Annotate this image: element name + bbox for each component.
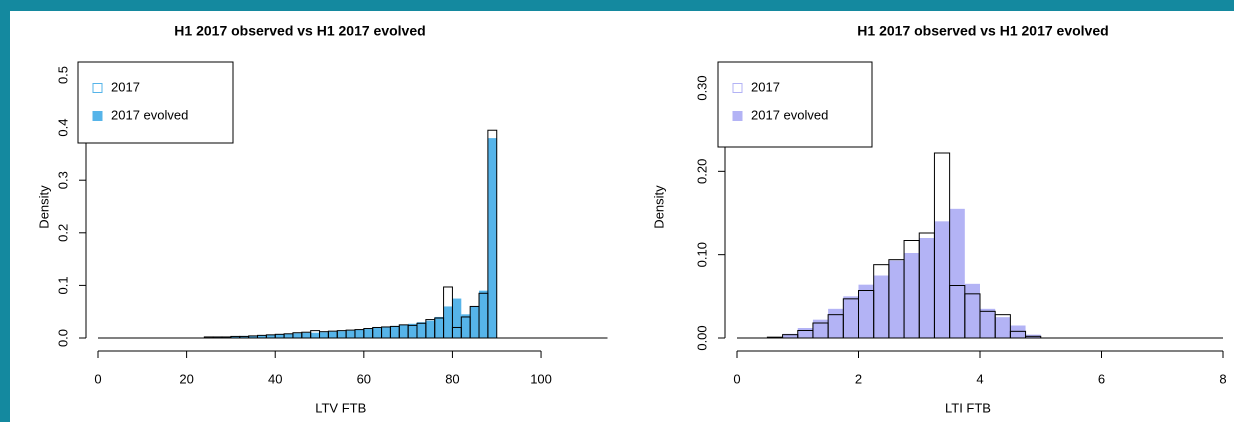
legend-box: [717, 61, 873, 148]
x-tick-label: 8: [1219, 371, 1226, 386]
histogram-bar: [301, 332, 311, 338]
histogram-bar: [381, 326, 391, 338]
x-tick-label: 2: [855, 371, 862, 386]
x-tick-label: 60: [357, 371, 371, 386]
legend-label: 2017 evolved: [111, 107, 188, 122]
histogram-bar: [797, 328, 813, 338]
legend-label: 2017: [111, 79, 140, 94]
histogram-bar: [354, 329, 364, 338]
y-tick-label: 0.30: [694, 75, 709, 100]
histogram-bar: [980, 308, 996, 338]
histogram-bar: [248, 335, 258, 338]
x-tick-label: 4: [976, 371, 983, 386]
y-tick-label: 0.3: [55, 171, 70, 189]
legend-label: 2017: [751, 79, 780, 94]
histogram-bar: [292, 333, 302, 338]
histogram-bar: [213, 336, 223, 338]
histogram-bar: [470, 306, 480, 338]
histogram-bar: [858, 284, 874, 338]
legend-symbol: [92, 111, 103, 121]
histogram-bar: [222, 336, 231, 338]
histogram-bar: [919, 238, 935, 338]
histogram-bar: [995, 317, 1011, 338]
y-tick-label: 0.0: [55, 329, 70, 347]
histogram-bar: [284, 333, 293, 338]
y-tick-label: 0.4: [55, 119, 70, 137]
legend-label: 2017 evolved: [751, 107, 828, 122]
x-tick-label: 40: [268, 371, 282, 386]
x-tick-label: 0: [94, 371, 101, 386]
histogram-bar: [337, 331, 347, 338]
histogram-bar: [934, 221, 950, 338]
histogram-bar: [461, 314, 471, 338]
x-axis-label: LTI FTB: [945, 400, 991, 415]
chart-title: H1 2017 observed vs H1 2017 evolved: [857, 23, 1108, 39]
legend-symbol: [732, 111, 743, 121]
histogram-bar: [363, 329, 373, 338]
histogram-bar: [372, 328, 382, 338]
histogram-bar: [479, 290, 488, 338]
legend-symbol: [732, 83, 743, 93]
histogram-bar: [346, 330, 355, 338]
histogram-bar: [399, 324, 409, 338]
histogram-bar: [425, 320, 435, 338]
histogram-bar: [812, 319, 829, 338]
y-tick-label: 0.10: [694, 242, 709, 267]
histogram-bar: [434, 316, 444, 338]
x-tick-label: 0: [733, 371, 740, 386]
histogram-bar: [487, 138, 497, 338]
y-axis-label: Density: [651, 185, 666, 229]
histogram-bar: [328, 331, 338, 338]
histogram-bar: [239, 335, 249, 338]
y-axis-label: Density: [36, 185, 51, 229]
histogram-bar: [843, 296, 859, 338]
histogram-bar: [782, 333, 798, 338]
histogram-bar: [443, 306, 453, 338]
histogram-bar: [888, 260, 905, 338]
histogram-bar: [310, 332, 320, 338]
histogram-bar: [319, 332, 329, 338]
chart-title: H1 2017 observed vs H1 2017 evolved: [174, 23, 425, 39]
y-tick-label: 0.00: [694, 325, 709, 350]
x-tick-label: 80: [445, 371, 459, 386]
histogram-bar: [416, 322, 426, 338]
histogram-bar: [452, 298, 462, 338]
histogram-bar: [257, 335, 267, 338]
y-tick-label: 0.2: [55, 224, 70, 242]
y-tick-label: 0.20: [694, 159, 709, 184]
histogram-bar: [408, 323, 417, 338]
x-tick-label: 6: [1098, 371, 1105, 386]
histogram-bar: [873, 275, 889, 338]
histogram-bar: [275, 334, 285, 338]
histogram-bar: [949, 208, 965, 338]
x-tick-label: 100: [530, 371, 552, 386]
y-tick-label: 0.1: [55, 276, 70, 294]
histogram-bar: [964, 283, 980, 338]
histogram-bar: [266, 334, 276, 338]
y-tick-label: 0.5: [55, 66, 70, 84]
legend-symbol: [92, 83, 103, 93]
x-axis-label: LTV FTB: [315, 400, 366, 415]
histogram-bar: [230, 336, 240, 338]
x-tick-label: 20: [179, 371, 193, 386]
legend-box: [77, 61, 234, 144]
histogram-bar: [390, 325, 400, 338]
histogram-bar: [828, 308, 844, 338]
histogram-bar: [904, 253, 920, 338]
